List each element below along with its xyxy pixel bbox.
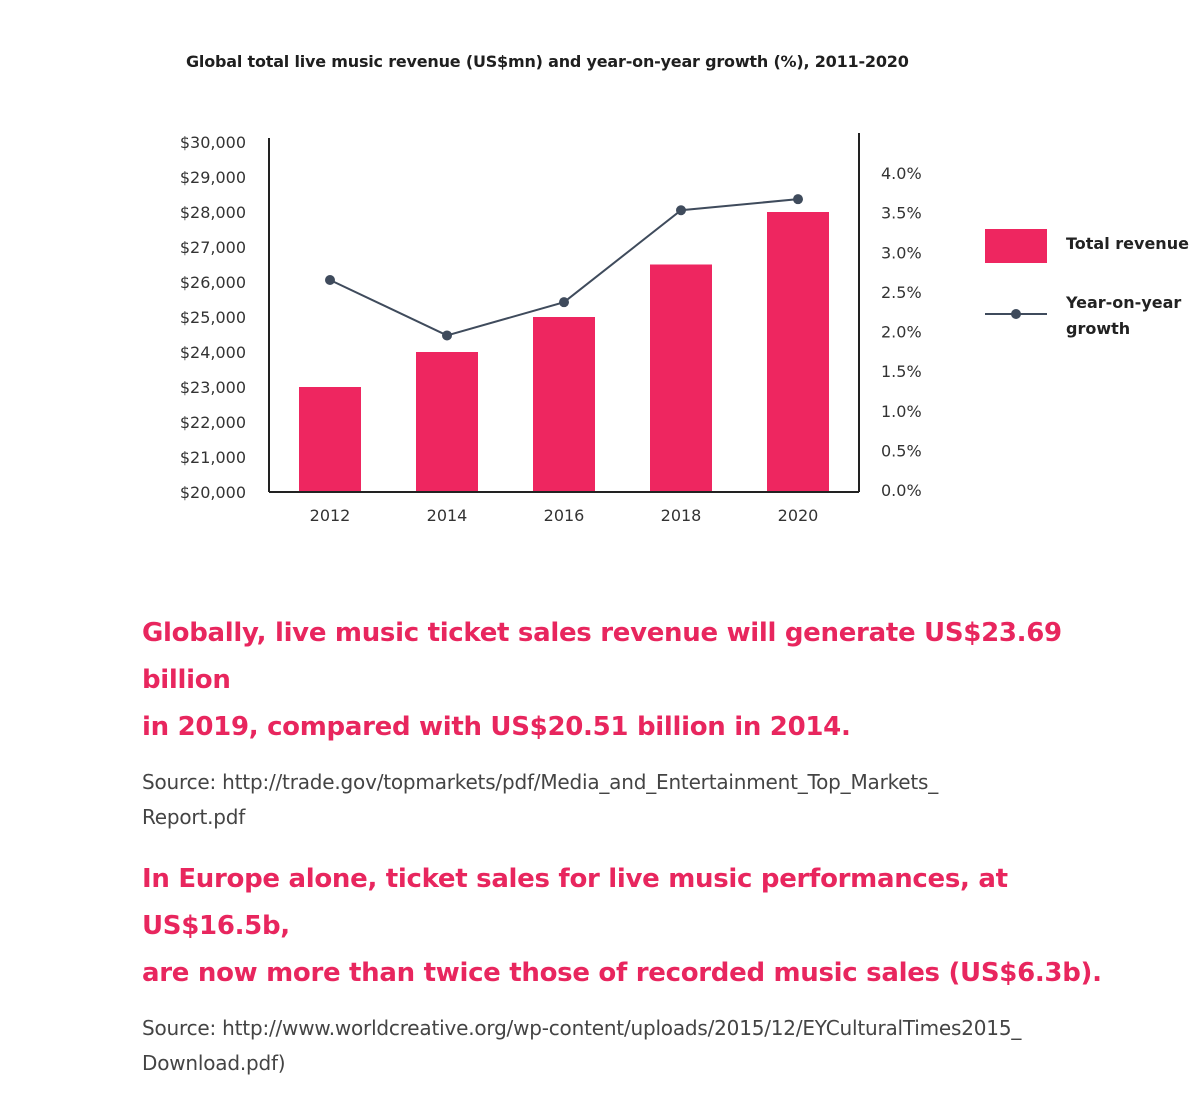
growth-point: [793, 194, 803, 205]
revenue-bar: [767, 212, 829, 492]
x-tick-label: 2012: [310, 506, 351, 525]
right-tick-label: 4.0%: [881, 164, 922, 183]
revenue-bar: [650, 264, 712, 492]
legend-growth-label: growth: [1066, 319, 1130, 338]
legend-revenue-swatch: [985, 229, 1047, 263]
right-tick-label: 0.5%: [881, 441, 922, 460]
stat-headline-line: In Europe alone, ticket sales for live m…: [142, 864, 1008, 941]
left-tick-label: $25,000: [180, 308, 246, 327]
growth-point: [676, 205, 686, 216]
revenue-bar: [299, 387, 361, 492]
growth-point: [559, 297, 569, 308]
revenue-bar: [416, 352, 478, 492]
left-tick-label: $27,000: [180, 238, 246, 257]
stat-headline-europe: In Europe alone, ticket sales for live m…: [142, 856, 1102, 997]
chart-title: Global total live music revenue (US$mn) …: [186, 52, 909, 71]
source-line: Report.pdf: [142, 805, 246, 829]
stat-block-europe: In Europe alone, ticket sales for live m…: [142, 856, 1102, 1081]
left-tick-label: $28,000: [180, 203, 246, 222]
x-tick-label: 2014: [427, 506, 468, 525]
right-tick-label: 1.0%: [881, 402, 922, 421]
right-tick-label: 0.0%: [881, 481, 922, 500]
left-tick-label: $22,000: [180, 413, 246, 432]
right-tick-label: 3.0%: [881, 243, 922, 262]
right-tick-label: 3.5%: [881, 204, 922, 223]
growth-point: [325, 274, 335, 285]
stat-block-global: Globally, live music ticket sales revenu…: [142, 610, 1102, 835]
legend-growth-label: Year-on-year: [1065, 293, 1181, 312]
legend-growth-point: [1011, 309, 1021, 319]
stat-source-global: Source: http://trade.gov/topmarkets/pdf/…: [142, 765, 1102, 835]
source-line: Source: http://trade.gov/topmarkets/pdf/…: [142, 770, 939, 794]
x-tick-label: 2020: [778, 506, 819, 525]
right-tick-label: 2.0%: [881, 323, 922, 342]
growth-line: [329, 198, 799, 337]
source-line: Source: http://www.worldcreative.org/wp-…: [142, 1016, 1022, 1040]
combo-chart: $20,000 $21,000 $22,000 $23,000 $24,000 $25,0…: [180, 133, 1189, 525]
legend-revenue-label: Total revenue: [1066, 234, 1189, 253]
left-tick-label: $24,000: [180, 343, 246, 362]
stat-headline-line: are now more than twice those of recorde…: [142, 958, 1102, 988]
stat-source-europe: Source: http://www.worldcreative.org/wp-…: [142, 1011, 1102, 1081]
stat-headline-line: in 2019, compared with US$20.51 billion …: [142, 712, 851, 742]
left-tick-label: $26,000: [180, 273, 246, 292]
x-tick-label: 2016: [544, 506, 585, 525]
source-line: Download.pdf): [142, 1051, 286, 1075]
growth-point: [442, 330, 452, 341]
stat-headline-global: Globally, live music ticket sales revenu…: [142, 610, 1102, 751]
x-tick-label: 2018: [661, 506, 702, 525]
revenue-bar: [533, 317, 595, 492]
left-tick-label: $30,000: [180, 133, 246, 152]
left-tick-label: $29,000: [180, 168, 246, 187]
left-tick-label: $23,000: [180, 378, 246, 397]
left-tick-label: $20,000: [180, 483, 246, 502]
stat-headline-line: Globally, live music ticket sales revenu…: [142, 618, 1062, 695]
right-tick-label: 1.5%: [881, 362, 922, 381]
right-tick-label: 2.5%: [881, 283, 922, 302]
left-tick-label: $21,000: [180, 448, 246, 467]
